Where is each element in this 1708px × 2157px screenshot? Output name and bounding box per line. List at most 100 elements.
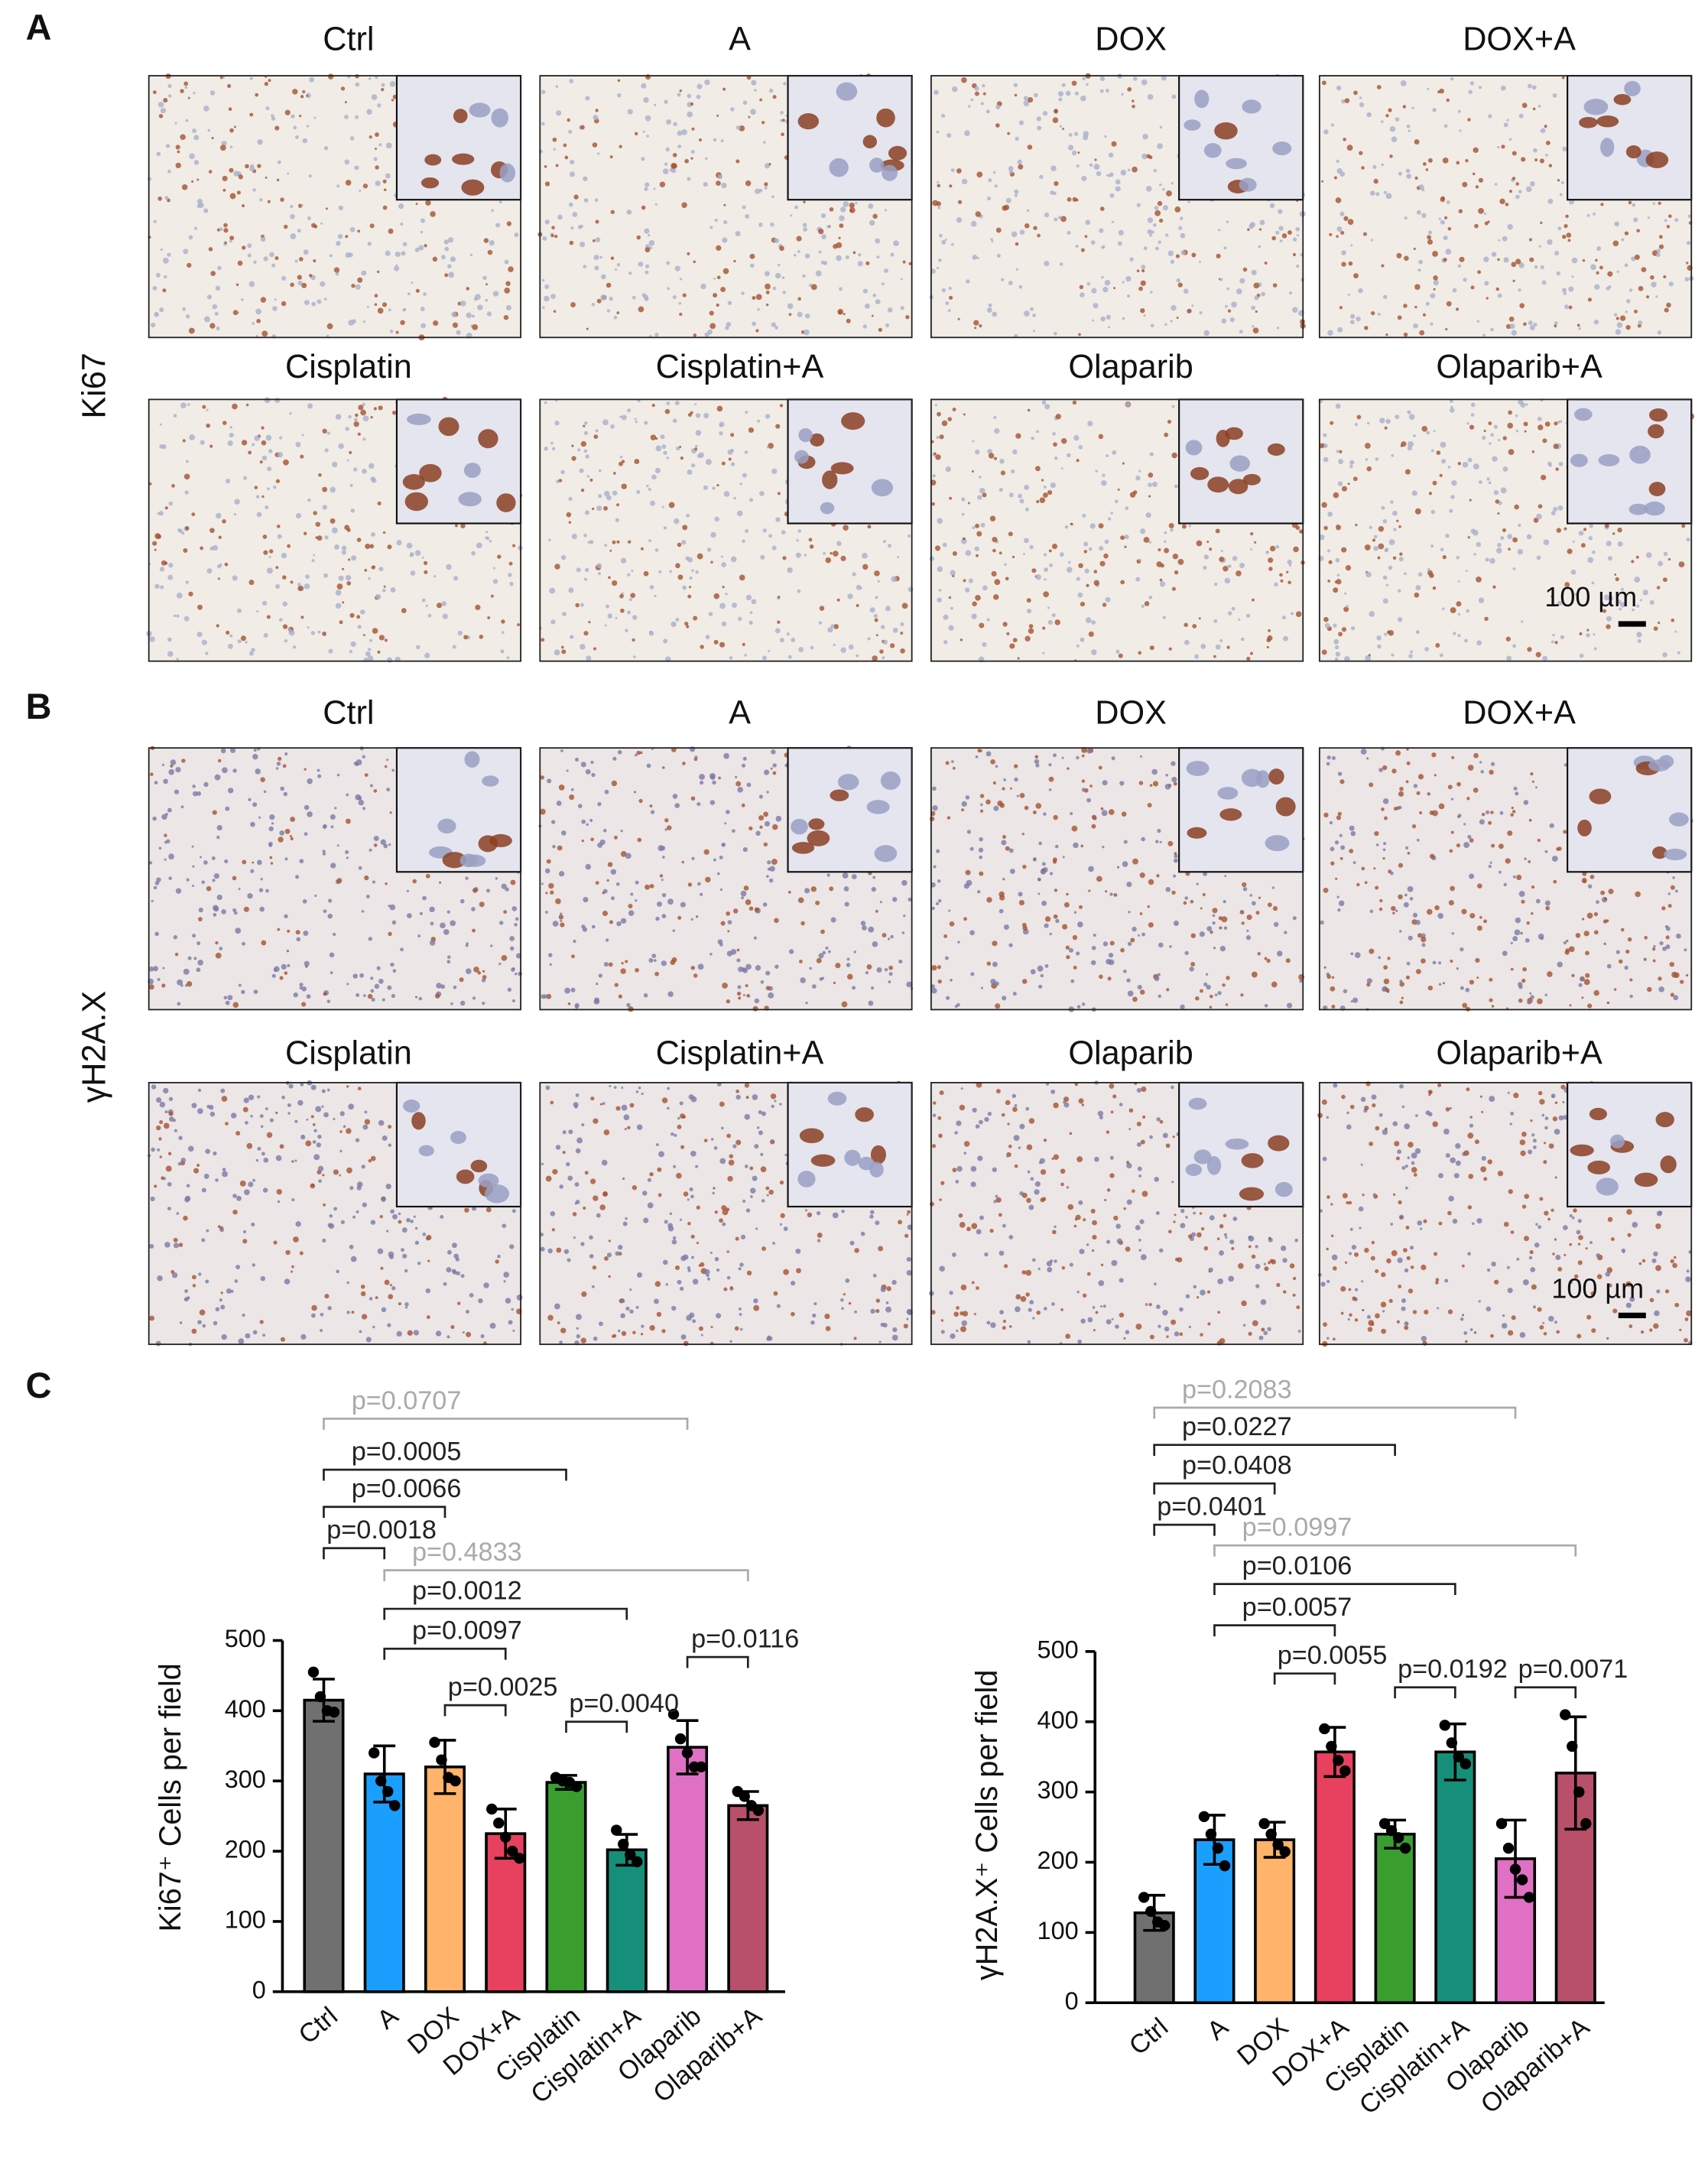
cell bbox=[1663, 275, 1667, 279]
cell bbox=[714, 516, 719, 522]
cell bbox=[1525, 403, 1528, 406]
cell bbox=[992, 537, 998, 543]
cell bbox=[180, 1157, 187, 1163]
cell bbox=[1223, 899, 1226, 904]
cell bbox=[1326, 762, 1330, 766]
cell bbox=[946, 996, 950, 1000]
cell bbox=[934, 404, 937, 407]
cell bbox=[1404, 469, 1411, 475]
cell bbox=[1476, 576, 1482, 583]
cell bbox=[663, 450, 667, 455]
cell bbox=[317, 768, 320, 772]
cell bbox=[1138, 781, 1144, 785]
cell bbox=[1171, 761, 1176, 766]
cell bbox=[1339, 833, 1343, 837]
cell bbox=[316, 1142, 321, 1148]
cell bbox=[1387, 957, 1391, 960]
cell bbox=[549, 587, 556, 594]
cell bbox=[290, 580, 294, 584]
cell bbox=[1091, 945, 1096, 950]
cell bbox=[1008, 281, 1013, 286]
cell bbox=[1513, 786, 1518, 791]
cell bbox=[1415, 969, 1421, 975]
cell bbox=[333, 1207, 338, 1211]
cell bbox=[541, 994, 546, 999]
cell bbox=[833, 244, 838, 249]
cell bbox=[472, 324, 479, 330]
cell bbox=[1155, 246, 1159, 251]
cell bbox=[931, 965, 937, 971]
cell bbox=[1062, 924, 1068, 930]
cell bbox=[1138, 559, 1141, 562]
cell bbox=[671, 621, 677, 628]
cell bbox=[873, 613, 878, 619]
cell bbox=[1246, 914, 1252, 921]
cell bbox=[1446, 98, 1450, 102]
cell bbox=[433, 575, 437, 578]
cell bbox=[1323, 525, 1328, 531]
cell bbox=[1538, 504, 1543, 509]
inset-cell bbox=[1644, 501, 1665, 516]
cell bbox=[1067, 567, 1073, 573]
cell bbox=[313, 259, 317, 263]
inset-cell bbox=[438, 417, 459, 437]
cell bbox=[175, 162, 181, 169]
cell bbox=[332, 461, 338, 468]
cell bbox=[1337, 481, 1343, 486]
cell bbox=[690, 918, 693, 921]
cell bbox=[1164, 783, 1171, 790]
cell bbox=[1618, 959, 1623, 964]
cell bbox=[1080, 95, 1086, 102]
cell bbox=[444, 273, 449, 278]
cell bbox=[391, 768, 395, 772]
cell bbox=[1606, 541, 1612, 547]
cell bbox=[1127, 941, 1132, 947]
cell bbox=[1478, 480, 1482, 484]
cell bbox=[285, 1249, 291, 1256]
cell bbox=[809, 966, 812, 970]
cell bbox=[330, 971, 333, 975]
cell bbox=[387, 1323, 391, 1327]
cell bbox=[1490, 810, 1494, 814]
cell bbox=[645, 884, 651, 890]
cell bbox=[290, 817, 296, 822]
cell bbox=[1529, 181, 1535, 187]
cell bbox=[396, 1330, 402, 1337]
cell bbox=[307, 499, 311, 502]
cell bbox=[229, 167, 234, 173]
cell bbox=[1265, 551, 1270, 554]
cell bbox=[1223, 566, 1229, 572]
cell bbox=[323, 297, 327, 301]
cell bbox=[1125, 276, 1132, 282]
cell bbox=[1360, 749, 1367, 755]
cell bbox=[1505, 636, 1511, 642]
cell bbox=[248, 281, 255, 287]
cell bbox=[1553, 443, 1559, 450]
cell bbox=[872, 655, 878, 661]
cell bbox=[1120, 535, 1125, 541]
cell bbox=[1226, 287, 1229, 291]
cell bbox=[1122, 861, 1128, 867]
cell bbox=[603, 505, 608, 511]
cell bbox=[1552, 634, 1555, 637]
cell bbox=[362, 994, 366, 997]
cell bbox=[1132, 104, 1135, 109]
cell bbox=[697, 83, 703, 89]
cell bbox=[422, 1233, 427, 1236]
cell bbox=[594, 997, 599, 1003]
cell bbox=[1501, 145, 1505, 149]
cell bbox=[742, 756, 747, 761]
cell bbox=[1352, 476, 1358, 482]
cell bbox=[1080, 844, 1084, 848]
cell bbox=[1421, 958, 1426, 964]
cell bbox=[892, 627, 898, 633]
cell bbox=[1375, 843, 1379, 846]
cell bbox=[758, 223, 763, 227]
cell bbox=[1341, 627, 1347, 632]
cell bbox=[388, 1294, 394, 1300]
cell bbox=[377, 501, 382, 506]
cell bbox=[155, 272, 161, 278]
cell bbox=[168, 562, 174, 568]
cell bbox=[500, 649, 505, 654]
cell bbox=[1349, 849, 1354, 853]
